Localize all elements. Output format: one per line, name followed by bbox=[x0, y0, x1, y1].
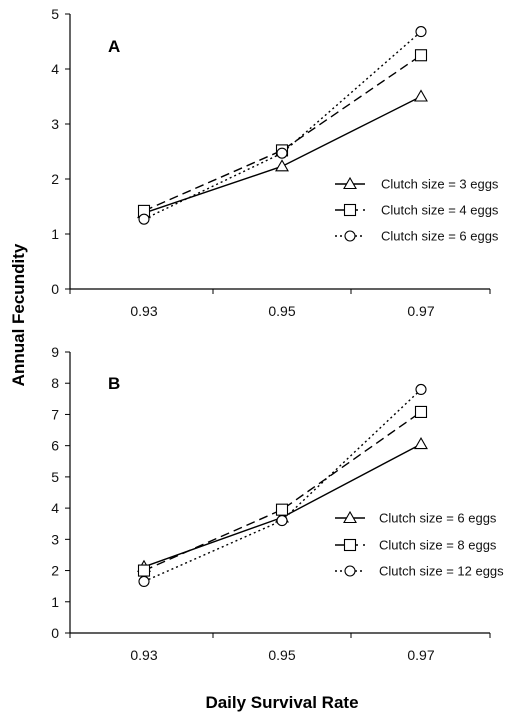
x-tick-label: 0.97 bbox=[407, 647, 434, 663]
y-tick-label: 2 bbox=[51, 563, 59, 579]
y-tick-label: 9 bbox=[51, 344, 59, 360]
panel-a: 0 1 2 3 4 5 0.93 0.95 0.97 A Clutch size = 3 eggs C… bbox=[51, 6, 499, 319]
data-point-circle bbox=[138, 213, 150, 225]
series-line-square bbox=[143, 54, 422, 212]
x-tick-label: 0.93 bbox=[130, 303, 157, 319]
y-tick-label: 3 bbox=[51, 531, 59, 547]
y-axis-title: Annual Fecundity bbox=[9, 243, 28, 386]
y-tick-label: 7 bbox=[51, 406, 59, 422]
legend-marker-triangle bbox=[343, 176, 357, 190]
legend-label: Clutch size = 12 eggs bbox=[379, 564, 504, 579]
x-axis-title: Daily Survival Rate bbox=[205, 693, 358, 712]
data-point-triangle bbox=[414, 436, 428, 450]
legend-label: Clutch size = 6 eggs bbox=[381, 229, 499, 244]
y-tick-label: 4 bbox=[51, 500, 59, 516]
data-point-square bbox=[414, 405, 428, 418]
legend-label: Clutch size = 4 eggs bbox=[381, 203, 499, 218]
x-tick-label: 0.95 bbox=[268, 647, 295, 663]
legend-label: Clutch size = 6 eggs bbox=[379, 511, 497, 526]
data-point-square bbox=[137, 564, 151, 577]
data-point-circle bbox=[415, 26, 427, 38]
legend-marker-circle bbox=[344, 565, 356, 577]
legend-marker-square bbox=[343, 203, 357, 217]
x-tick-label: 0.95 bbox=[268, 303, 295, 319]
y-tick-label: 0 bbox=[51, 625, 59, 641]
data-point-triangle bbox=[414, 89, 428, 102]
data-point-circle bbox=[415, 383, 427, 396]
data-point-square bbox=[414, 49, 428, 62]
legend-label: Clutch size = 8 eggs bbox=[379, 538, 497, 553]
y-tick-label: 0 bbox=[51, 281, 59, 297]
data-point-triangle bbox=[275, 159, 289, 172]
y-tick-label: 5 bbox=[51, 469, 59, 485]
y-tick-label: 8 bbox=[51, 375, 59, 391]
series-line-circle bbox=[143, 31, 422, 220]
x-tick-label: 0.93 bbox=[130, 647, 157, 663]
y-tick-label: 3 bbox=[51, 116, 59, 132]
legend-marker-square bbox=[343, 538, 357, 552]
legend-marker-circle bbox=[344, 230, 356, 242]
legend-marker-triangle bbox=[343, 510, 357, 524]
y-tick-label: 2 bbox=[51, 171, 59, 187]
panel-letter: B bbox=[108, 374, 120, 393]
y-tick-label: 1 bbox=[51, 594, 59, 610]
y-tick-label: 5 bbox=[51, 6, 59, 22]
data-point-circle bbox=[276, 147, 288, 159]
panel-b: 0 1 2 3 4 5 6 7 8 9 0.93 0.95 0.97 B Clutch size = 6 e… bbox=[51, 344, 504, 663]
x-tick-label: 0.97 bbox=[407, 303, 434, 319]
y-tick-label: 6 bbox=[51, 438, 59, 454]
data-point-square bbox=[275, 503, 289, 516]
y-tick-label: 1 bbox=[51, 226, 59, 242]
data-point-circle bbox=[276, 515, 288, 527]
legend-label: Clutch size = 3 eggs bbox=[381, 177, 499, 192]
series-line-square bbox=[143, 411, 422, 572]
panel-letter: A bbox=[108, 37, 120, 56]
y-tick-label: 4 bbox=[51, 61, 59, 77]
data-point-circle bbox=[138, 575, 150, 588]
